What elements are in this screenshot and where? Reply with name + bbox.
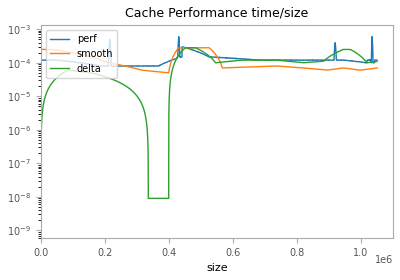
smooth [365,67,370,71]
smooth [304,67,308,70]
perf [375,59,380,62]
perf [193,49,198,53]
smooth [202,46,207,50]
perf [303,59,308,62]
perf [365,59,370,62]
Legend: perf, smooth, delta: perf, smooth, delta [46,30,117,78]
Text: 1e6: 1e6 [375,255,393,265]
smooth [375,66,380,70]
perf [202,53,207,56]
smooth [38,48,43,51]
smooth [56,49,60,52]
delta [183,46,188,50]
perf [38,59,43,62]
smooth [176,46,181,50]
Line: delta: delta [41,48,377,264]
perf [370,35,374,38]
smooth [193,46,198,50]
delta [56,75,60,78]
Line: perf: perf [41,37,377,66]
perf [365,59,370,62]
delta [193,46,198,50]
delta [375,60,380,63]
delta [202,51,207,54]
smooth [166,71,171,74]
smooth [365,67,370,71]
delta [303,61,308,64]
delta [365,61,370,64]
Line: smooth: smooth [41,48,377,73]
delta [365,61,370,64]
Title: Cache Performance time/size: Cache Performance time/size [125,7,308,20]
perf [56,59,60,62]
X-axis label: size: size [206,263,228,273]
perf [147,64,152,68]
delta [38,262,43,265]
